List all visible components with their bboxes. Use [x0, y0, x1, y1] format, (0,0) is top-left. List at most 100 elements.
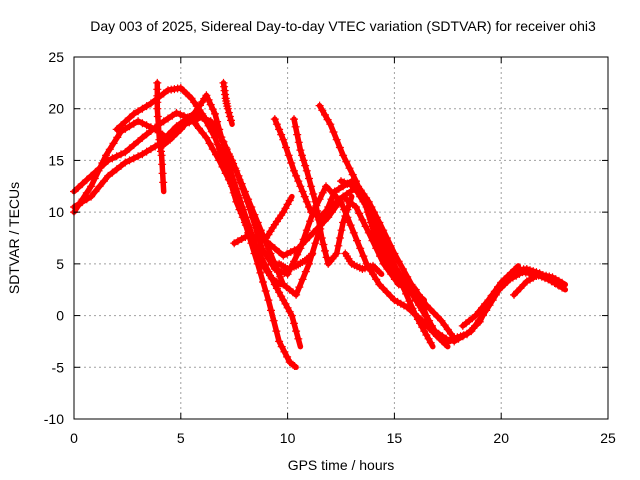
data-point-marker: [224, 108, 233, 117]
data-point-marker: [227, 116, 235, 125]
y-tick-label: 10: [48, 204, 64, 220]
data-point-marker: [345, 164, 354, 173]
data-point-marker: [121, 158, 130, 167]
data-point-marker: [142, 147, 151, 156]
data-point-marker: [305, 174, 313, 183]
data-point-marker: [301, 161, 310, 170]
data-point-marker: [154, 128, 163, 136]
data-point-marker: [298, 187, 307, 196]
data-point-marker: [362, 203, 371, 211]
data-point-marker: [332, 135, 341, 144]
series-sat-o: [262, 193, 295, 242]
data-point-marker: [292, 327, 301, 336]
data-point-marker: [275, 125, 284, 134]
data-point-marker: [346, 221, 355, 230]
data-point-marker: [159, 89, 168, 98]
data-point-marker: [134, 152, 143, 161]
data-point-marker: [326, 120, 335, 129]
data-point-marker: [159, 178, 168, 187]
data-point-marker: [168, 133, 177, 142]
data-point-marker: [223, 104, 232, 113]
data-point-marker: [117, 150, 125, 159]
data-point-marker: [361, 222, 370, 231]
x-tick-label: 20: [493, 430, 509, 446]
data-point-marker: [353, 236, 361, 245]
data-point-marker: [216, 147, 225, 156]
data-point-marker: [375, 268, 384, 277]
data-point-marker: [379, 284, 388, 293]
data-point-marker: [229, 188, 238, 197]
grid: [74, 57, 608, 419]
data-point-marker: [201, 115, 210, 124]
data-point-marker: [112, 125, 121, 134]
data-point-marker: [282, 143, 290, 152]
data-point-marker: [379, 246, 388, 255]
data-point-marker: [418, 306, 427, 315]
y-tick-label: 20: [48, 101, 64, 117]
chart-title: Day 003 of 2025, Sidereal Day-to-day VTE…: [90, 18, 596, 34]
data-point-marker: [440, 321, 449, 330]
data-point-marker: [108, 154, 117, 163]
data-point-marker: [301, 267, 310, 276]
data-point-marker: [82, 195, 91, 204]
data-point-marker: [78, 197, 87, 206]
data-point-marker: [261, 287, 270, 295]
data-point-marker: [283, 352, 292, 361]
data-point-marker: [389, 265, 398, 274]
data-point-marker: [317, 234, 326, 242]
data-point-marker: [327, 195, 336, 204]
data-point-marker: [405, 297, 414, 306]
data-point-marker: [138, 119, 147, 128]
data-point-marker: [316, 224, 325, 233]
data-point-marker: [318, 188, 327, 197]
data-point-marker: [205, 139, 214, 148]
data-point-marker: [279, 135, 288, 144]
data-point-marker: [558, 278, 567, 287]
data-point-marker: [261, 249, 270, 258]
data-point-marker: [251, 241, 260, 250]
data-point-marker: [368, 236, 377, 245]
data-point-marker: [443, 325, 452, 334]
data-point-marker: [204, 95, 213, 104]
data-point-marker: [364, 228, 373, 237]
data-point-marker: [370, 226, 379, 235]
data-point-marker: [108, 168, 117, 177]
data-point-marker: [158, 160, 167, 169]
data-point-marker: [159, 117, 168, 126]
data-point-marker: [342, 157, 351, 166]
data-point-marker: [270, 244, 279, 253]
data-point-marker: [322, 182, 330, 191]
data-point-marker: [356, 244, 365, 253]
data-point-marker: [329, 190, 338, 198]
data-point-marker: [494, 282, 502, 291]
data-point-marker: [102, 151, 110, 160]
data-point-marker: [280, 347, 289, 356]
data-point-marker: [341, 212, 350, 220]
y-tick-label: 25: [48, 49, 64, 65]
data-point-marker: [153, 112, 162, 121]
data-point-marker: [99, 177, 108, 186]
data-point-marker: [189, 109, 198, 118]
data-point-marker: [253, 234, 262, 242]
data-point-marker: [172, 122, 181, 131]
data-point-marker: [138, 133, 147, 142]
data-point-marker: [349, 182, 358, 191]
data-point-marker: [113, 133, 122, 142]
data-point-marker: [74, 183, 83, 192]
series-sat-f: [230, 182, 522, 343]
series-sat-j: [337, 177, 436, 350]
data-point-marker: [121, 124, 130, 133]
data-point-marker: [398, 282, 407, 291]
data-point-marker: [484, 296, 493, 305]
data-point-marker: [266, 240, 275, 249]
data-point-marker: [264, 296, 273, 305]
data-point-marker: [164, 137, 172, 145]
data-point-marker: [294, 138, 303, 147]
data-point-marker: [91, 187, 100, 196]
data-point-marker: [125, 113, 134, 122]
data-point-marker: [395, 276, 404, 285]
data-point-marker: [421, 311, 430, 320]
data-point-marker: [117, 161, 125, 170]
data-point-marker: [402, 289, 411, 298]
data-point-marker: [277, 130, 286, 139]
